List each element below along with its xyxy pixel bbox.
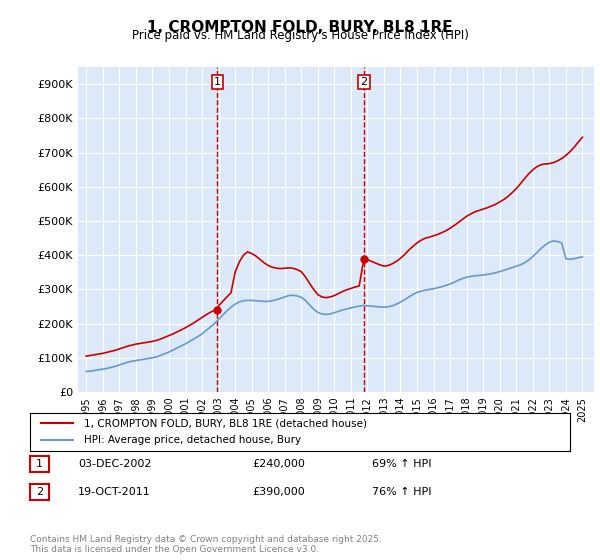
Text: 1: 1: [36, 459, 43, 469]
Text: 69% ↑ HPI: 69% ↑ HPI: [372, 459, 431, 469]
Text: 76% ↑ HPI: 76% ↑ HPI: [372, 487, 431, 497]
Text: Contains HM Land Registry data © Crown copyright and database right 2025.
This d: Contains HM Land Registry data © Crown c…: [30, 535, 382, 554]
Text: £390,000: £390,000: [252, 487, 305, 497]
Text: 19-OCT-2011: 19-OCT-2011: [78, 487, 151, 497]
Text: HPI: Average price, detached house, Bury: HPI: Average price, detached house, Bury: [84, 435, 301, 445]
Text: Price paid vs. HM Land Registry's House Price Index (HPI): Price paid vs. HM Land Registry's House …: [131, 29, 469, 42]
Text: 1, CROMPTON FOLD, BURY, BL8 1RE (detached house): 1, CROMPTON FOLD, BURY, BL8 1RE (detache…: [84, 418, 367, 428]
Text: 2: 2: [361, 77, 368, 87]
Text: 1, CROMPTON FOLD, BURY, BL8 1RE: 1, CROMPTON FOLD, BURY, BL8 1RE: [147, 20, 453, 35]
Text: 03-DEC-2002: 03-DEC-2002: [78, 459, 151, 469]
Text: 2: 2: [36, 487, 43, 497]
Text: 1: 1: [214, 77, 221, 87]
Text: £240,000: £240,000: [252, 459, 305, 469]
